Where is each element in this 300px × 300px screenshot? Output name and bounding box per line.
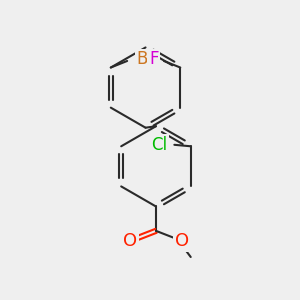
Text: O: O: [123, 232, 137, 250]
Text: F: F: [149, 50, 159, 68]
Text: Cl: Cl: [151, 136, 167, 154]
Text: O: O: [175, 232, 189, 250]
Text: Br: Br: [137, 50, 155, 68]
